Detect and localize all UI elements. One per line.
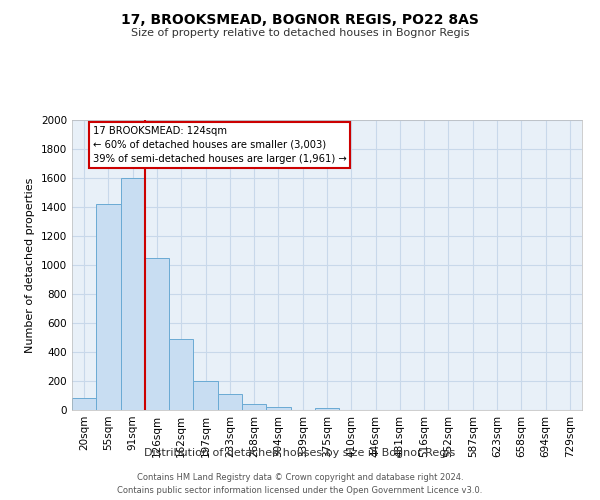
Text: Distribution of detached houses by size in Bognor Regis: Distribution of detached houses by size … [145, 448, 455, 458]
Bar [242, 404, 266, 410]
Bar [218, 394, 242, 410]
Text: 17 BROOKSMEAD: 124sqm
← 60% of detached houses are smaller (3,003)
39% of semi-d: 17 BROOKSMEAD: 124sqm ← 60% of detached … [92, 126, 346, 164]
Bar [315, 408, 339, 410]
Bar [96, 204, 121, 410]
Bar [266, 407, 290, 410]
Bar [193, 381, 218, 410]
Bar [121, 178, 145, 410]
Bar [145, 258, 169, 410]
Text: 17, BROOKSMEAD, BOGNOR REGIS, PO22 8AS: 17, BROOKSMEAD, BOGNOR REGIS, PO22 8AS [121, 12, 479, 26]
Text: Contains public sector information licensed under the Open Government Licence v3: Contains public sector information licen… [118, 486, 482, 495]
Bar [72, 398, 96, 410]
Bar [169, 339, 193, 410]
Text: Size of property relative to detached houses in Bognor Regis: Size of property relative to detached ho… [131, 28, 469, 38]
Text: Contains HM Land Registry data © Crown copyright and database right 2024.: Contains HM Land Registry data © Crown c… [137, 472, 463, 482]
Y-axis label: Number of detached properties: Number of detached properties [25, 178, 35, 352]
